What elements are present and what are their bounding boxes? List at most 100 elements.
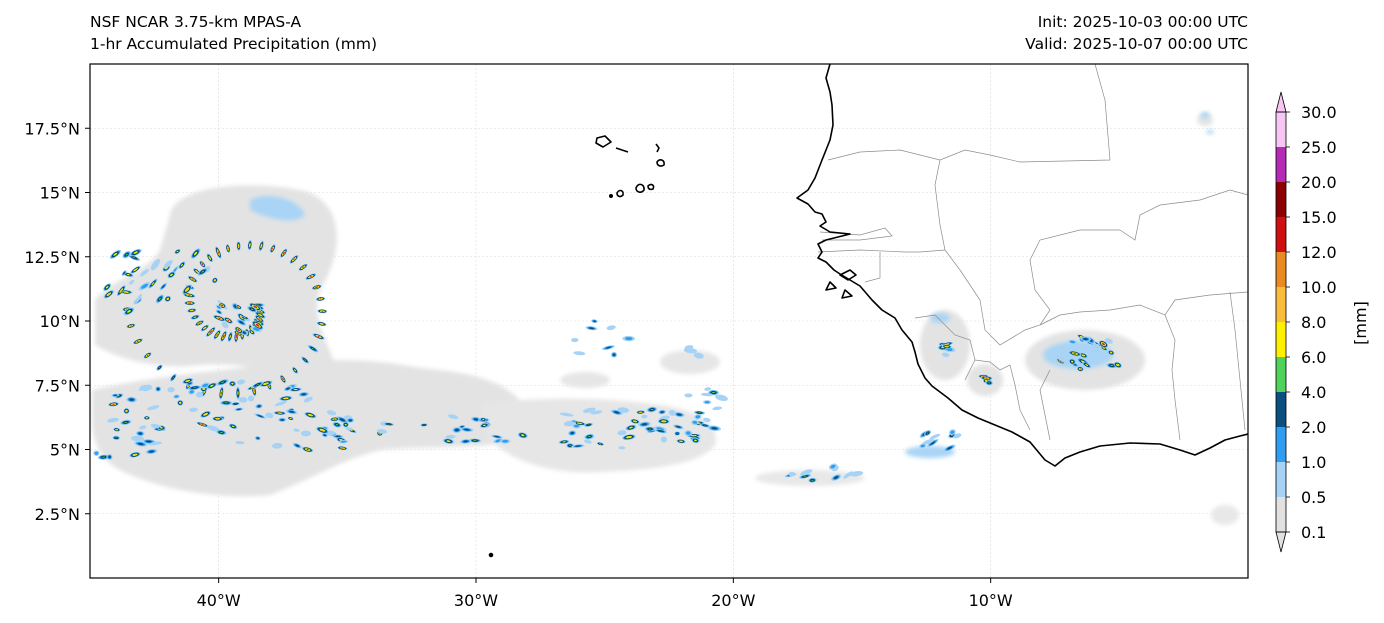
convective-cell (249, 302, 262, 311)
lat-tick-label: 17.5°N (24, 119, 80, 138)
cell-level (945, 343, 949, 345)
cell-level (658, 430, 664, 433)
cell-level (191, 278, 194, 280)
cell-level (641, 414, 648, 419)
cell-level (711, 427, 718, 430)
header-right: Init: 2025-10-03 00:00 UTC Valid: 2025-1… (1025, 11, 1248, 55)
border-misc (1039, 369, 1051, 441)
cell-level (221, 321, 229, 329)
cell-level (216, 305, 221, 309)
lat-tick-label: 10°N (40, 312, 80, 331)
cell-level (257, 414, 263, 418)
convective-cell (980, 376, 993, 380)
colorbar-swatch (1276, 182, 1286, 217)
convective-cell (335, 416, 349, 424)
convective-cell (305, 273, 317, 280)
convective-cell (572, 421, 587, 426)
cell-level (660, 411, 664, 414)
colorbar-tick-label: 6.0 (1301, 348, 1326, 367)
cell-level (588, 327, 595, 330)
convective-cell (788, 471, 795, 477)
convective-cell (164, 295, 172, 302)
convective-cell (212, 315, 226, 322)
field-title: 1-hr Accumulated Precipitation (mm) (90, 35, 377, 53)
cell-level (460, 425, 464, 428)
cell-level (633, 420, 637, 422)
cell-level (156, 387, 160, 391)
convective-cell (285, 409, 298, 415)
convective-cell (316, 321, 327, 327)
cell-level (1071, 360, 1074, 363)
convective-cell (247, 239, 252, 251)
convective-cell (219, 400, 233, 406)
colorbar-unit-label: [mm] (1351, 301, 1370, 345)
convective-cell (621, 434, 636, 441)
convective-cell (622, 335, 636, 342)
convective-cell (121, 270, 127, 277)
colorbar-swatch (1276, 112, 1286, 147)
convective-cell (673, 412, 685, 418)
cape-verde-island (635, 183, 645, 193)
cell-level (249, 243, 251, 247)
convective-cell (215, 246, 222, 259)
cell-level (559, 412, 574, 417)
border-gambia (819, 227, 893, 241)
convective-cell (559, 412, 574, 417)
convective-cell (206, 382, 218, 389)
convective-cell (922, 439, 935, 445)
init-time: Init: 2025-10-03 00:00 UTC (1037, 13, 1248, 31)
precip-patch (905, 446, 955, 458)
convective-cell (1077, 366, 1084, 372)
cell-level (233, 403, 238, 405)
convective-cell (291, 366, 299, 374)
cell-level (148, 450, 155, 453)
cape-verde-island (616, 189, 624, 198)
cell-level (800, 469, 813, 476)
convective-cell (383, 422, 395, 426)
cell-level (950, 430, 955, 434)
convective-cell (184, 301, 196, 306)
cell-level (833, 476, 839, 479)
cell-level (321, 310, 324, 312)
convective-cell (630, 418, 640, 424)
cell-level (160, 427, 163, 429)
convective-cell (221, 321, 229, 329)
cell-level (129, 398, 134, 401)
convective-cell (236, 241, 241, 251)
cape-verde-island (615, 147, 629, 153)
convective-cell (235, 386, 240, 400)
cell-level (188, 302, 191, 304)
convective-cell (234, 326, 243, 334)
cell-level (946, 446, 953, 450)
convective-cell (292, 442, 302, 449)
cell-level (150, 258, 161, 271)
convective-cell (702, 400, 712, 405)
cell-level (134, 268, 137, 271)
colorbar-swatch (1276, 392, 1286, 427)
convective-cell (123, 272, 134, 278)
cell-level (448, 414, 459, 420)
cell-level (146, 354, 149, 357)
colorbar-tick-label: 20.0 (1301, 173, 1337, 192)
cell-level (701, 392, 714, 397)
cell-level (235, 441, 245, 445)
convective-cell (215, 304, 222, 310)
cell-level (376, 429, 388, 434)
header-left: NSF NCAR 3.75-km MPAS-A 1-hr Accumulated… (90, 11, 377, 55)
convective-cell (460, 427, 474, 432)
cell-level (573, 424, 580, 428)
convective-cell (1104, 338, 1113, 344)
cell-level (258, 318, 261, 320)
cell-level (124, 253, 129, 257)
cell-level (293, 389, 298, 391)
cell-level (703, 424, 707, 427)
convective-cell (211, 416, 224, 422)
convective-cell (280, 248, 288, 258)
cell-level (483, 424, 486, 427)
convective-cell (693, 410, 706, 415)
cell-level (1085, 364, 1088, 366)
cell-level (482, 418, 485, 421)
convective-cell (683, 347, 697, 354)
cell-level (317, 335, 320, 338)
stratiform-patch (560, 372, 610, 388)
